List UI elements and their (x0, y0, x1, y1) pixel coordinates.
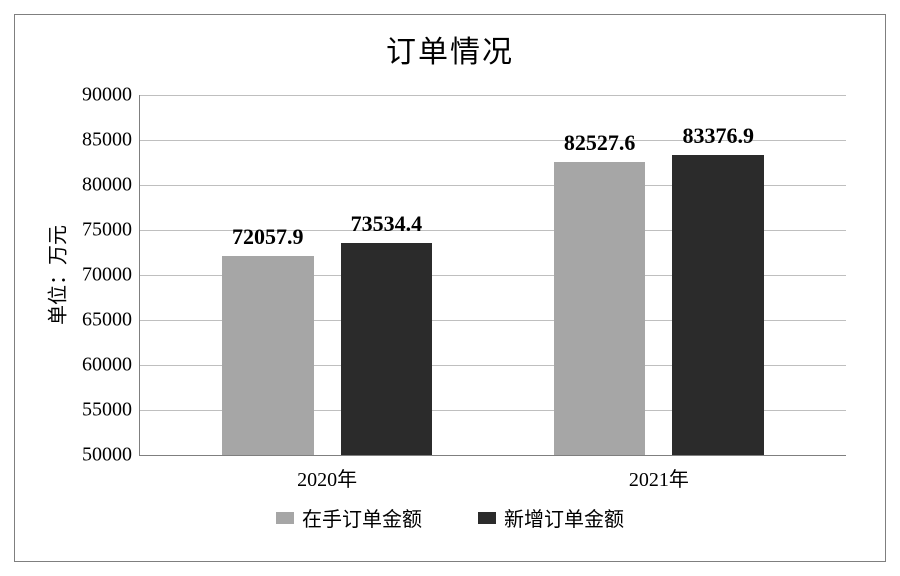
bar (222, 256, 314, 455)
chart-container: 订单情况 单位：万元 50000550006000065000700007500… (14, 14, 886, 562)
y-tick-label: 55000 (82, 399, 140, 422)
bar-value-label: 82527.6 (564, 130, 636, 156)
legend-item-series-2: 新增订单金额 (478, 503, 624, 532)
legend-item-series-1: 在手订单金额 (276, 503, 422, 532)
y-tick-label: 85000 (82, 129, 140, 152)
outer-frame: 订单情况 单位：万元 50000550006000065000700007500… (0, 0, 900, 576)
x-tick-label: 2021年 (629, 455, 689, 492)
y-tick-label: 60000 (82, 354, 140, 377)
legend: 在手订单金额 新增订单金额 (15, 503, 885, 532)
legend-swatch-icon (478, 512, 496, 524)
y-axis-title: 单位：万元 (42, 225, 71, 325)
chart-title: 订单情况 (15, 27, 885, 71)
bar (672, 155, 764, 455)
bar-value-label: 83376.9 (682, 123, 754, 149)
y-tick-label: 50000 (82, 444, 140, 467)
legend-label: 新增订单金额 (504, 503, 624, 532)
bar (341, 243, 433, 455)
x-tick-label: 2020年 (297, 455, 357, 492)
bar-value-label: 73534.4 (351, 211, 423, 237)
y-tick-label: 90000 (82, 84, 140, 107)
y-tick-label: 80000 (82, 174, 140, 197)
y-tick-label: 75000 (82, 219, 140, 242)
bar (554, 162, 646, 455)
y-tick-label: 70000 (82, 264, 140, 287)
plot-area: 单位：万元 5000055000600006500070000750008000… (139, 95, 846, 456)
y-tick-label: 65000 (82, 309, 140, 332)
bar-value-label: 72057.9 (232, 224, 304, 250)
legend-label: 在手订单金额 (302, 503, 422, 532)
gridline (140, 95, 846, 96)
legend-swatch-icon (276, 512, 294, 524)
